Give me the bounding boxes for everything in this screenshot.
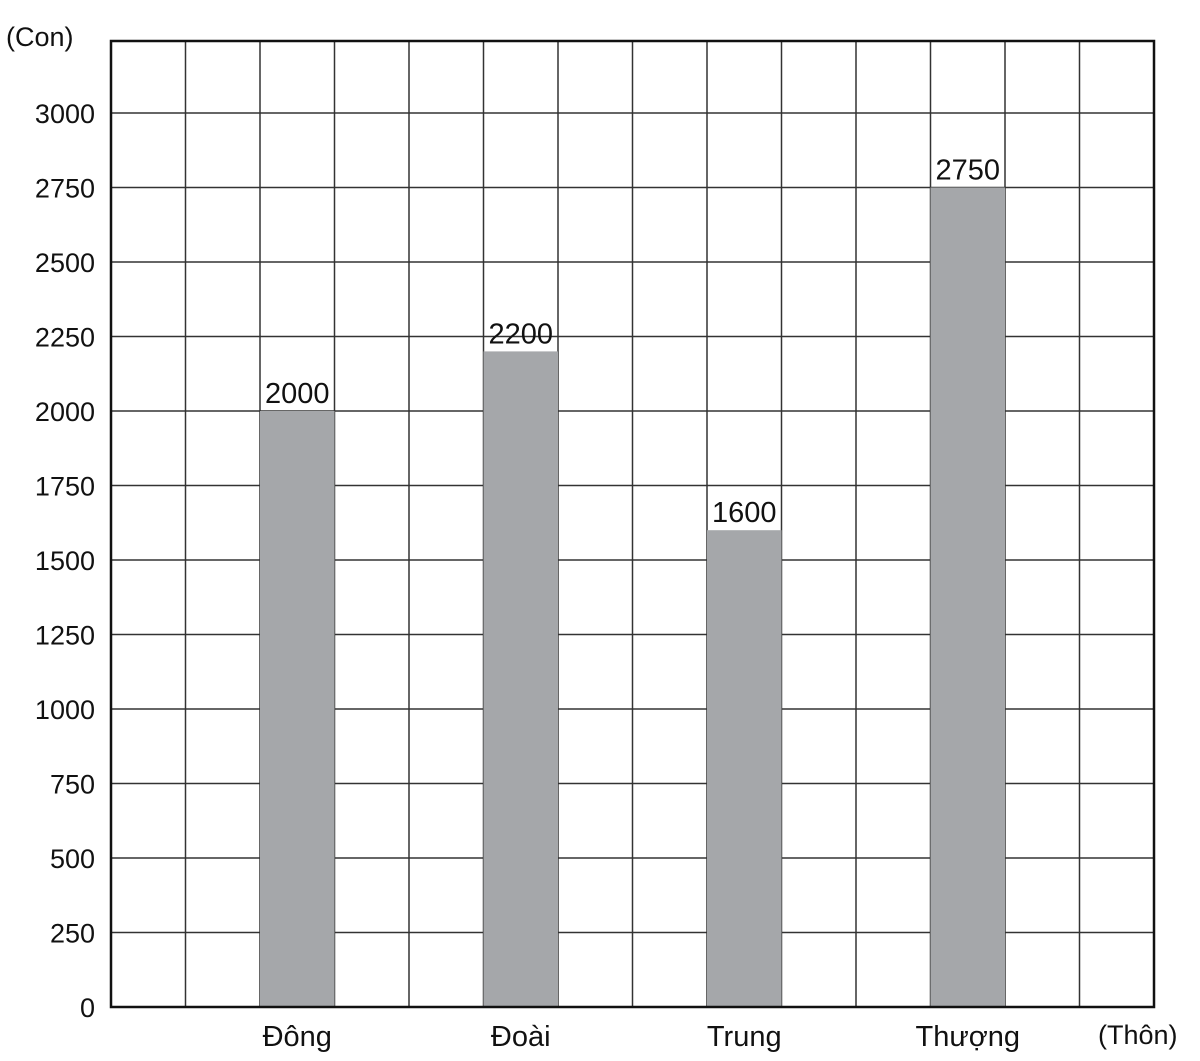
y-tick-label: 0 xyxy=(80,993,95,1023)
x-axis-unit: (Thôn) xyxy=(1098,1020,1178,1050)
x-category-label: Đoài xyxy=(491,1021,551,1053)
plot-frame xyxy=(109,39,1156,1009)
y-tick-label: 1500 xyxy=(35,546,95,576)
x-axis-categories: Đông Đoài Trung Thượng xyxy=(263,1021,1020,1053)
y-tick-label: 1750 xyxy=(35,472,95,502)
y-tick-label: 2500 xyxy=(35,248,95,278)
y-tick-label: 2000 xyxy=(35,397,95,427)
y-tick-label: 750 xyxy=(50,770,95,800)
x-category-label: Trung xyxy=(707,1021,782,1053)
data-label: 2000 xyxy=(265,378,330,410)
bars xyxy=(260,187,1005,1007)
data-labels: 2000 2200 1600 2750 xyxy=(265,155,1000,530)
x-category-label: Thượng xyxy=(915,1021,1020,1053)
y-tick-label: 500 xyxy=(50,844,95,874)
y-axis-ticks: 0 250 500 750 1000 1250 1500 1750 2000 2250 2500 27… xyxy=(35,99,95,1023)
bar xyxy=(260,411,335,1007)
y-tick-label: 2750 xyxy=(35,174,95,204)
y-axis-unit: (Con) xyxy=(6,22,74,52)
y-tick-label: 3000 xyxy=(35,99,95,129)
bar xyxy=(930,187,1005,1007)
bar xyxy=(483,351,558,1007)
y-tick-label: 1250 xyxy=(35,621,95,651)
data-label: 2200 xyxy=(488,318,553,350)
data-label: 2750 xyxy=(935,155,1000,187)
bar xyxy=(707,530,782,1007)
y-tick-label: 250 xyxy=(50,919,95,949)
data-label: 1600 xyxy=(712,497,777,529)
x-category-label: Đông xyxy=(263,1021,332,1053)
y-tick-label: 2250 xyxy=(35,323,95,353)
y-tick-label: 1000 xyxy=(35,695,95,725)
